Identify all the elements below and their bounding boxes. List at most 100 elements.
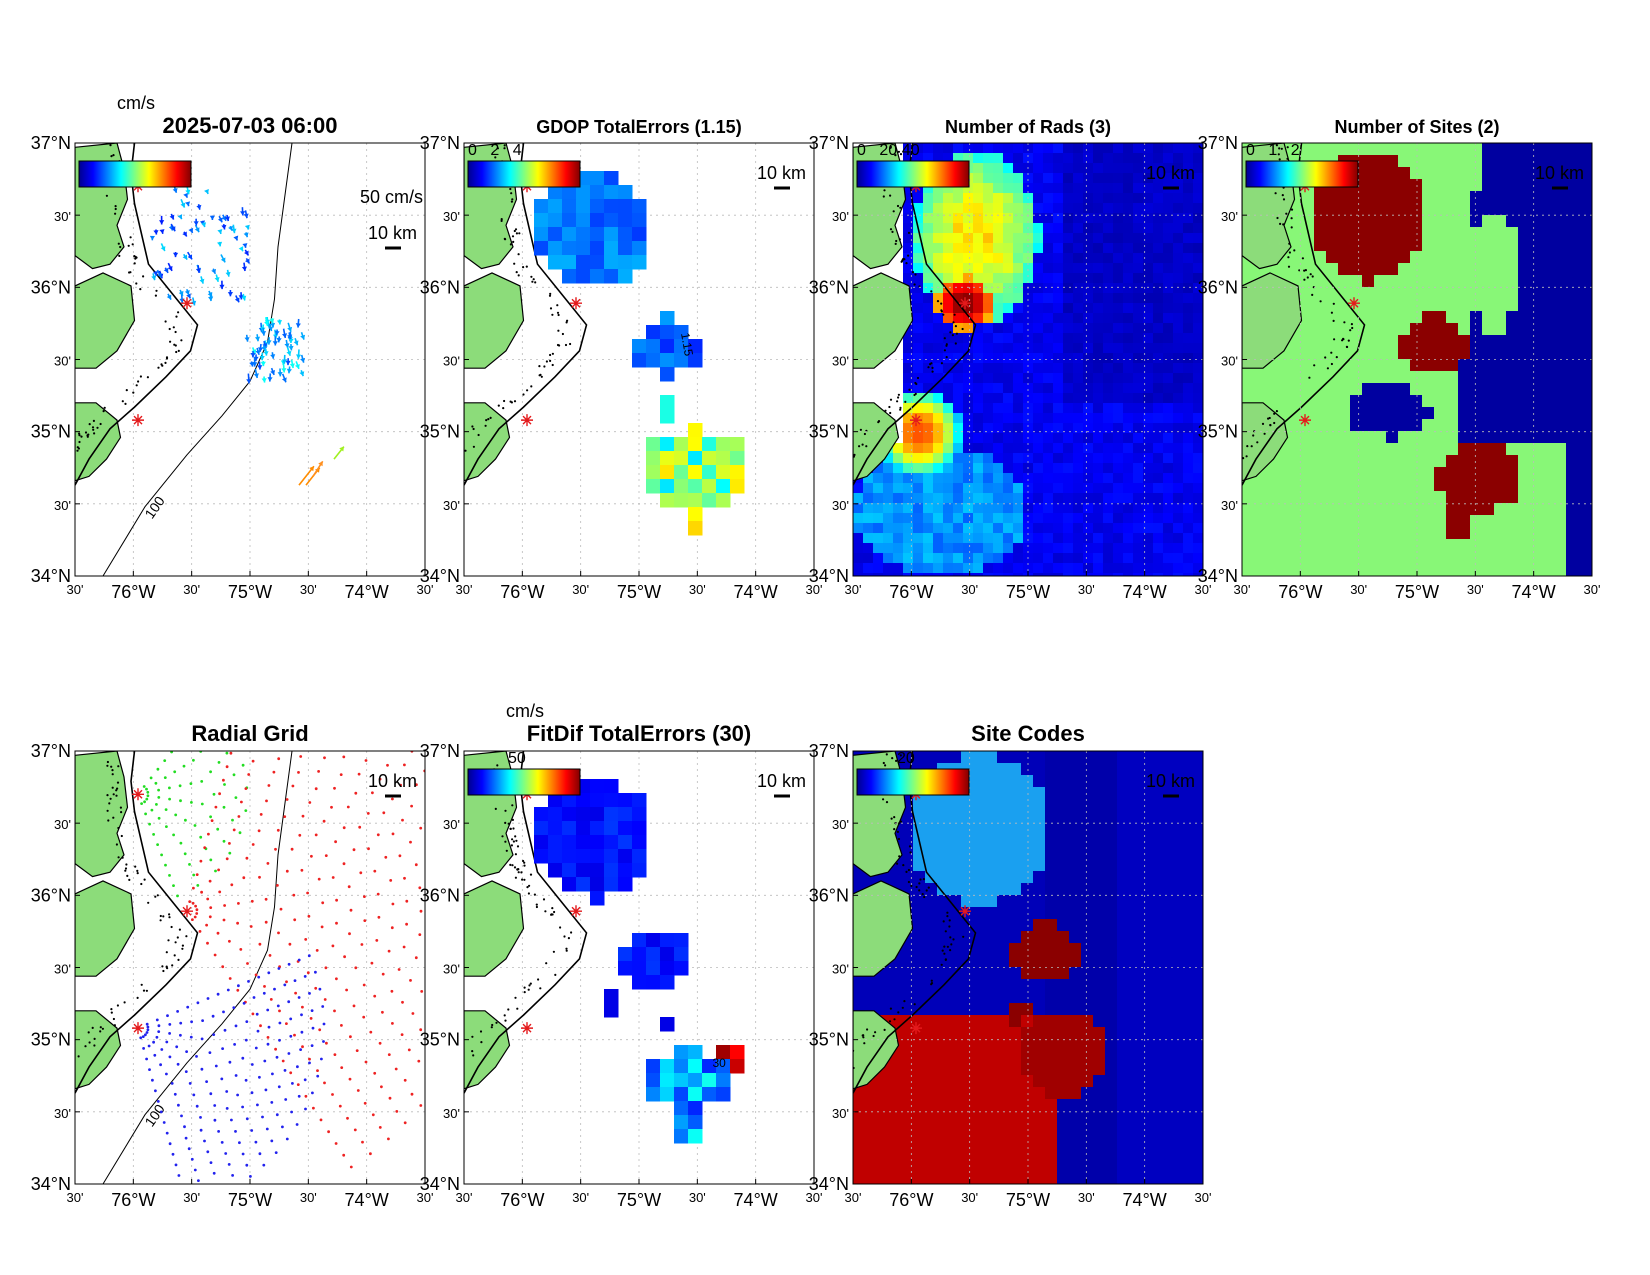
data-cell bbox=[1033, 223, 1044, 234]
data-cell bbox=[1093, 453, 1104, 464]
data-cell bbox=[949, 943, 962, 956]
data-cell bbox=[1043, 303, 1054, 314]
data-cell bbox=[1173, 513, 1184, 524]
data-cell bbox=[943, 193, 954, 204]
data-cell bbox=[1143, 363, 1154, 374]
island-dot bbox=[127, 244, 130, 247]
data-cell bbox=[1410, 203, 1423, 216]
data-cell bbox=[1189, 835, 1202, 848]
data-cell bbox=[997, 799, 1010, 812]
island-dot bbox=[162, 915, 165, 918]
data-cell bbox=[1254, 515, 1267, 528]
island-dot bbox=[1324, 356, 1327, 359]
data-cell bbox=[1554, 419, 1567, 432]
data-cell bbox=[973, 463, 984, 474]
data-cell bbox=[985, 859, 998, 872]
data-cell bbox=[1057, 763, 1070, 776]
data-cell bbox=[1506, 395, 1519, 408]
data-cell bbox=[983, 533, 994, 544]
radial-grid-point bbox=[236, 988, 240, 992]
data-cell bbox=[1494, 359, 1507, 372]
data-cell bbox=[1033, 163, 1044, 174]
data-cell bbox=[937, 967, 950, 980]
data-cell bbox=[1398, 263, 1411, 276]
data-cell bbox=[1338, 239, 1351, 252]
data-cell bbox=[1470, 503, 1483, 516]
radial-grid-point bbox=[220, 1141, 224, 1144]
data-cell bbox=[973, 143, 984, 154]
data-cell bbox=[1506, 215, 1519, 228]
data-cell bbox=[548, 793, 563, 808]
colorbar bbox=[467, 768, 581, 796]
data-cell bbox=[1133, 243, 1144, 254]
data-cell bbox=[1153, 343, 1164, 354]
data-cell bbox=[1073, 363, 1084, 374]
data-cell bbox=[1482, 395, 1495, 408]
data-cell bbox=[660, 325, 675, 340]
data-cell bbox=[1494, 551, 1507, 564]
data-cell bbox=[1153, 1003, 1166, 1016]
data-cell bbox=[1033, 573, 1044, 576]
island-dot bbox=[557, 329, 560, 332]
data-cell bbox=[1458, 551, 1471, 564]
data-cell bbox=[1578, 359, 1591, 372]
data-cell bbox=[1069, 751, 1082, 764]
current-vector-head bbox=[244, 224, 250, 230]
data-cell bbox=[903, 253, 914, 264]
data-cell bbox=[1183, 173, 1194, 184]
radial-grid-point bbox=[157, 816, 161, 820]
current-vector-head bbox=[184, 290, 190, 295]
data-cell bbox=[1530, 551, 1543, 564]
data-cell bbox=[1113, 333, 1124, 344]
island-dot bbox=[1286, 157, 1289, 160]
data-cell bbox=[1482, 563, 1495, 576]
data-cell bbox=[1482, 275, 1495, 288]
island-dot bbox=[1261, 422, 1265, 425]
data-cell bbox=[1470, 203, 1483, 216]
data-cell bbox=[1165, 919, 1178, 932]
radial-grid-point bbox=[200, 890, 203, 894]
land-polygon bbox=[75, 272, 136, 369]
radial-grid-point bbox=[192, 873, 196, 877]
data-cell bbox=[1566, 443, 1579, 456]
data-cell bbox=[1590, 263, 1592, 276]
data-cell bbox=[913, 443, 924, 454]
radial-grid-point bbox=[322, 819, 326, 823]
data-cell bbox=[923, 433, 934, 444]
radial-grid-point bbox=[140, 802, 143, 805]
data-cell bbox=[1093, 991, 1106, 1004]
data-cell bbox=[1063, 183, 1074, 194]
data-cell bbox=[1117, 1015, 1130, 1028]
land-polygon bbox=[75, 402, 122, 482]
data-cell bbox=[1123, 173, 1134, 184]
radial-grid-point bbox=[218, 792, 222, 796]
island-dot bbox=[535, 903, 538, 906]
data-cell bbox=[1163, 153, 1174, 164]
data-cell bbox=[1057, 955, 1070, 968]
data-cell bbox=[1153, 413, 1164, 424]
data-cell bbox=[1590, 431, 1592, 444]
current-vector-head bbox=[260, 361, 266, 367]
radial-grid-point bbox=[398, 854, 402, 858]
data-cell bbox=[1069, 823, 1082, 836]
data-cell bbox=[1141, 751, 1154, 764]
data-cell bbox=[1163, 483, 1174, 494]
data-cell bbox=[1163, 143, 1174, 154]
data-cell bbox=[949, 823, 962, 836]
data-cell bbox=[1153, 193, 1164, 204]
island-dot bbox=[99, 1026, 102, 1029]
data-cell bbox=[1063, 153, 1074, 164]
data-cell bbox=[1470, 251, 1483, 264]
data-cell bbox=[618, 213, 633, 228]
data-cell bbox=[1123, 563, 1134, 574]
data-cell bbox=[1117, 799, 1130, 812]
island-dot bbox=[554, 973, 557, 976]
lat-tick-label: 30' bbox=[832, 498, 849, 513]
island-dot bbox=[1263, 432, 1266, 435]
data-cell bbox=[933, 413, 944, 424]
island-dot bbox=[136, 869, 139, 872]
data-cell bbox=[1374, 431, 1387, 444]
radial-grid-point bbox=[410, 1092, 414, 1096]
data-cell bbox=[1470, 287, 1483, 300]
radial-grid-point bbox=[263, 1059, 267, 1063]
